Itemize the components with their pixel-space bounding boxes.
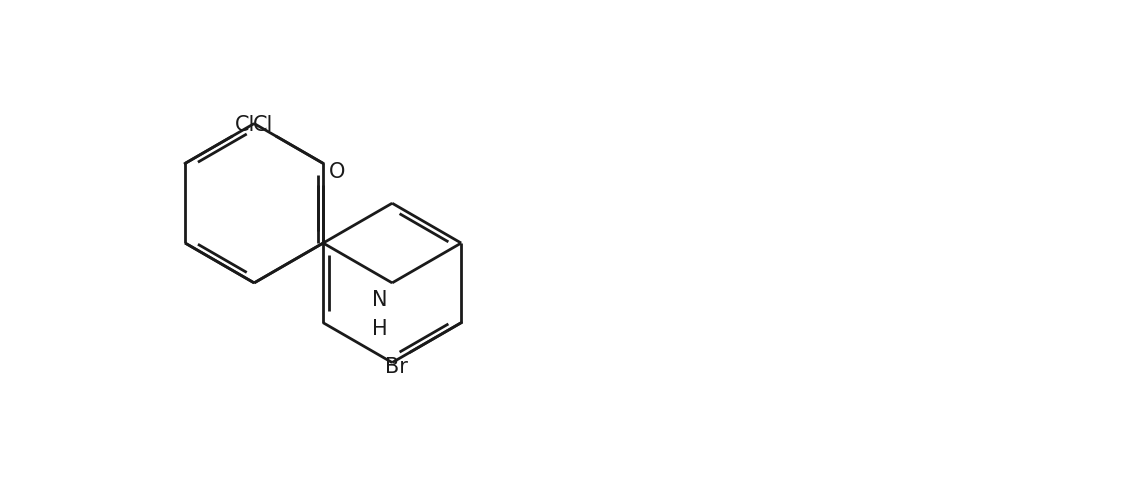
Text: N: N [371, 290, 387, 310]
Text: O: O [329, 162, 345, 182]
Text: Br: Br [385, 357, 408, 377]
Text: Cl: Cl [235, 115, 256, 135]
Text: H: H [371, 319, 387, 339]
Text: Cl: Cl [252, 115, 273, 135]
